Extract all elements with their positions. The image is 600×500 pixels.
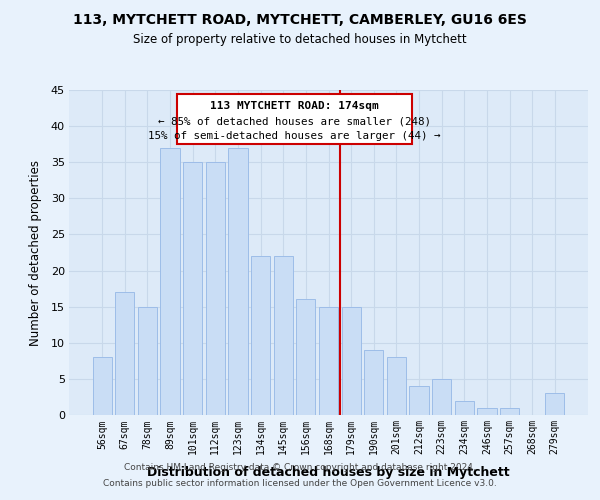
Bar — [477, 408, 497, 415]
Bar — [545, 394, 565, 415]
Bar — [160, 148, 180, 415]
Bar — [341, 306, 361, 415]
Bar — [206, 162, 225, 415]
Y-axis label: Number of detached properties: Number of detached properties — [29, 160, 43, 346]
Text: Size of property relative to detached houses in Mytchett: Size of property relative to detached ho… — [133, 32, 467, 46]
Text: ← 85% of detached houses are smaller (248): ← 85% of detached houses are smaller (24… — [158, 116, 431, 126]
Text: Contains HM Land Registry data © Crown copyright and database right 2024.: Contains HM Land Registry data © Crown c… — [124, 464, 476, 472]
Bar — [115, 292, 134, 415]
Bar — [455, 400, 474, 415]
FancyBboxPatch shape — [177, 94, 412, 144]
Bar — [296, 300, 316, 415]
Text: 15% of semi-detached houses are larger (44) →: 15% of semi-detached houses are larger (… — [148, 131, 441, 141]
Bar — [409, 386, 428, 415]
Bar — [92, 357, 112, 415]
Bar — [432, 379, 451, 415]
Bar — [319, 306, 338, 415]
X-axis label: Distribution of detached houses by size in Mytchett: Distribution of detached houses by size … — [147, 466, 510, 478]
Bar — [274, 256, 293, 415]
Bar — [364, 350, 383, 415]
Bar — [229, 148, 248, 415]
Text: 113 MYTCHETT ROAD: 174sqm: 113 MYTCHETT ROAD: 174sqm — [210, 101, 379, 111]
Bar — [138, 306, 157, 415]
Text: 113, MYTCHETT ROAD, MYTCHETT, CAMBERLEY, GU16 6ES: 113, MYTCHETT ROAD, MYTCHETT, CAMBERLEY,… — [73, 12, 527, 26]
Text: Contains public sector information licensed under the Open Government Licence v3: Contains public sector information licen… — [103, 478, 497, 488]
Bar — [500, 408, 519, 415]
Bar — [387, 357, 406, 415]
Bar — [183, 162, 202, 415]
Bar — [251, 256, 270, 415]
